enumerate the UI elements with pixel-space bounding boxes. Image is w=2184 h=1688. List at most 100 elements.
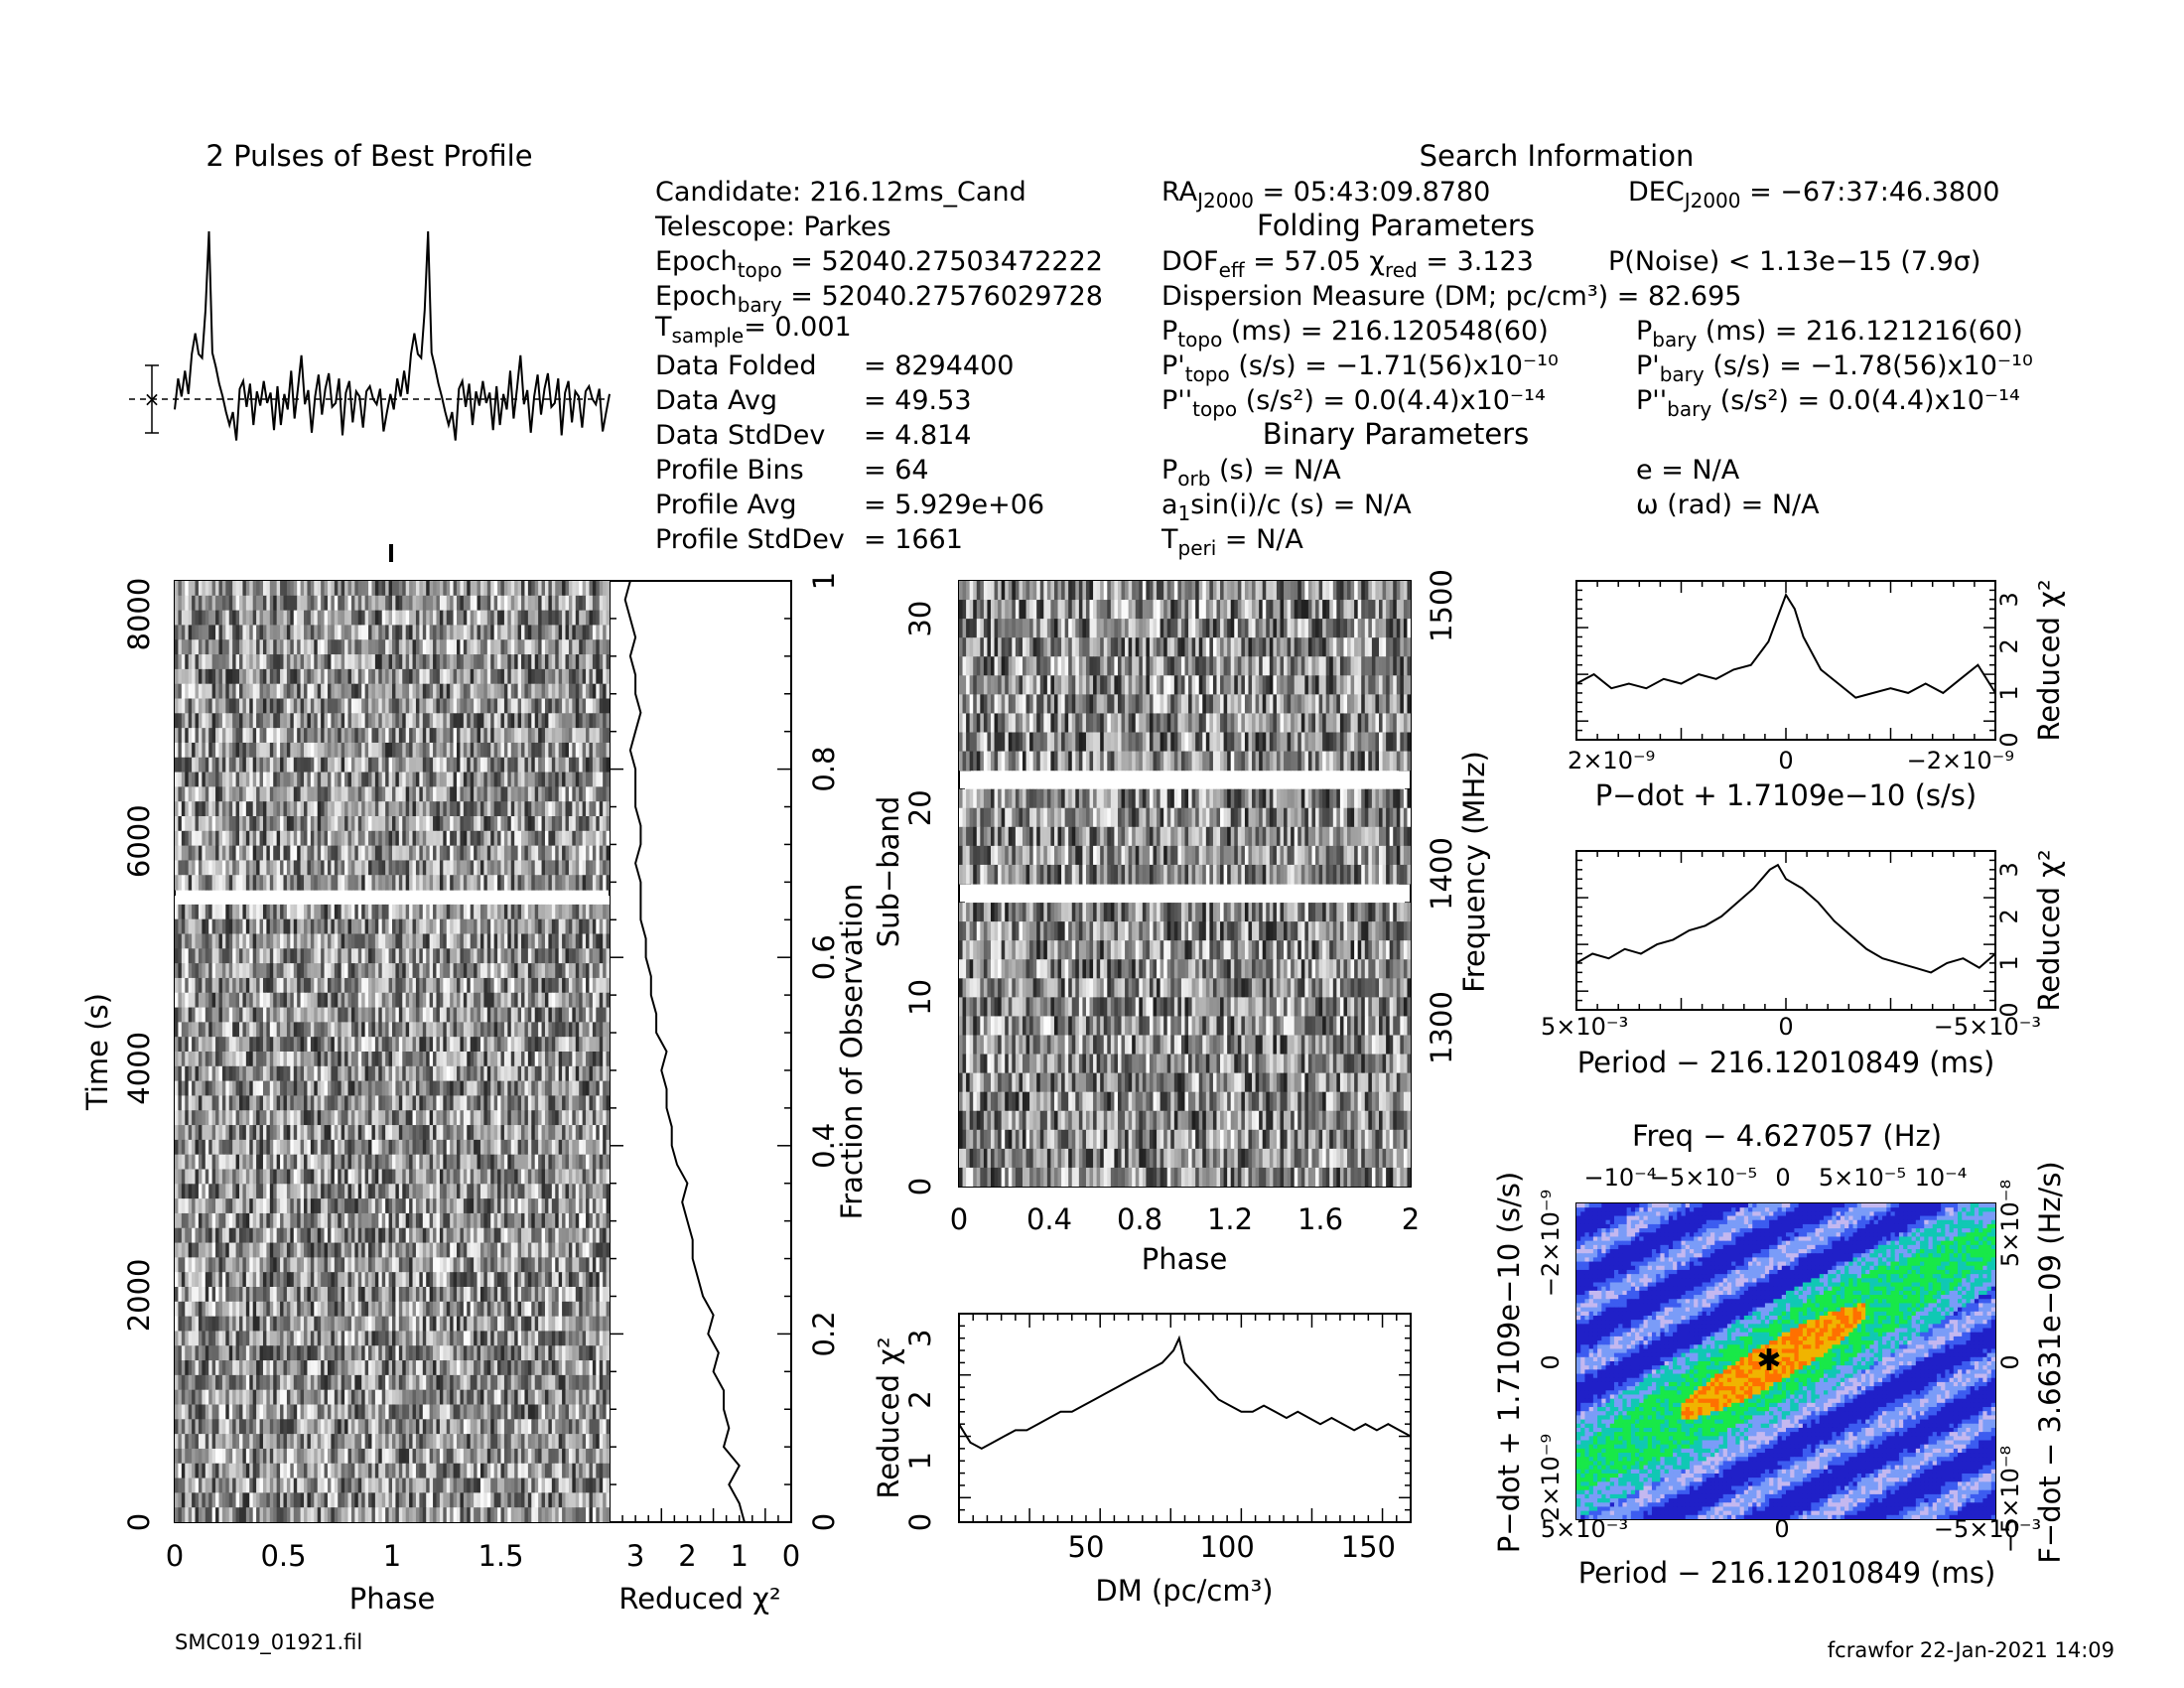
pixel — [579, 772, 584, 787]
pixel — [378, 948, 383, 964]
pixel — [327, 977, 332, 994]
pixel — [374, 1037, 379, 1053]
pixel — [307, 977, 312, 994]
pixel — [450, 963, 455, 979]
pixel — [562, 1007, 567, 1023]
pixel — [572, 1007, 577, 1023]
pixel — [232, 786, 237, 802]
pixel — [470, 1037, 475, 1053]
pixel — [500, 816, 505, 832]
pixel — [395, 742, 400, 759]
pixel — [453, 786, 458, 802]
pixel — [582, 948, 587, 964]
pixel — [582, 904, 587, 920]
pixel — [374, 610, 379, 627]
pixel — [361, 742, 366, 759]
pixel — [450, 625, 455, 640]
pixel — [503, 933, 508, 949]
pixel — [419, 1022, 424, 1038]
pixel — [347, 933, 352, 949]
pixel — [215, 772, 220, 787]
pixel — [350, 1052, 355, 1067]
pixel — [483, 772, 488, 787]
pixel — [256, 713, 261, 729]
pixel — [341, 875, 345, 891]
pixel — [521, 683, 526, 700]
pixel — [350, 581, 355, 597]
pixel — [433, 1052, 438, 1067]
pixel — [586, 860, 591, 876]
pixel — [479, 992, 484, 1009]
pixel — [527, 698, 532, 714]
pixel — [419, 860, 424, 876]
pixel — [439, 639, 444, 655]
pixel — [344, 1022, 349, 1038]
pixel — [497, 948, 502, 964]
pixel — [202, 581, 206, 597]
pixel — [378, 1065, 383, 1082]
pixel — [181, 933, 186, 949]
pixel — [503, 801, 508, 817]
pixel — [181, 639, 186, 655]
pixel — [368, 1037, 373, 1053]
pixel — [419, 595, 424, 612]
pixel — [300, 581, 305, 597]
pixel — [412, 963, 417, 979]
pixel — [293, 1022, 298, 1038]
pixel — [235, 1065, 240, 1082]
pixel — [422, 1065, 427, 1082]
pixel — [381, 845, 386, 862]
pixel — [357, 772, 362, 787]
pixel — [198, 816, 203, 832]
pixel — [347, 757, 352, 774]
pixel — [453, 772, 458, 787]
pixel — [350, 992, 355, 1009]
pixel — [599, 904, 604, 920]
pixel — [215, 948, 220, 964]
pixel — [297, 1007, 302, 1023]
pixel — [497, 830, 502, 847]
pixel — [221, 728, 226, 744]
pixel — [510, 625, 515, 640]
pixel — [446, 845, 451, 862]
pixel — [208, 977, 213, 994]
pixel — [235, 992, 240, 1009]
pixel — [603, 845, 608, 862]
pixel — [582, 816, 587, 832]
pixel — [192, 595, 197, 612]
pixel — [405, 772, 410, 787]
pixel — [357, 1052, 362, 1067]
pixel — [364, 904, 369, 920]
pixel — [398, 904, 403, 920]
pixel — [439, 830, 444, 847]
pixel — [259, 845, 264, 862]
pixel — [259, 581, 264, 597]
pixel — [266, 757, 271, 774]
pixel — [218, 845, 223, 862]
pixel — [341, 654, 345, 670]
pixel — [551, 1052, 556, 1067]
pixel — [538, 1037, 543, 1053]
pixel — [429, 1037, 434, 1053]
pixel — [568, 1007, 573, 1023]
pixel — [276, 992, 281, 1009]
pixel — [419, 683, 424, 700]
pixel — [586, 772, 591, 787]
pixel — [412, 728, 417, 744]
pixel — [572, 581, 577, 597]
pixel — [344, 1065, 349, 1082]
pixel — [503, 654, 508, 670]
pixel — [538, 933, 543, 949]
pixel — [392, 1065, 397, 1082]
pixel — [503, 698, 508, 714]
pixel — [350, 595, 355, 612]
pixel — [381, 1007, 386, 1023]
pixel — [599, 963, 604, 979]
pixel — [293, 581, 298, 597]
pixel — [538, 830, 543, 847]
pixel — [599, 918, 604, 935]
pixel — [467, 683, 472, 700]
pixel — [517, 830, 522, 847]
pixel — [402, 786, 407, 802]
pixel — [503, 668, 508, 685]
